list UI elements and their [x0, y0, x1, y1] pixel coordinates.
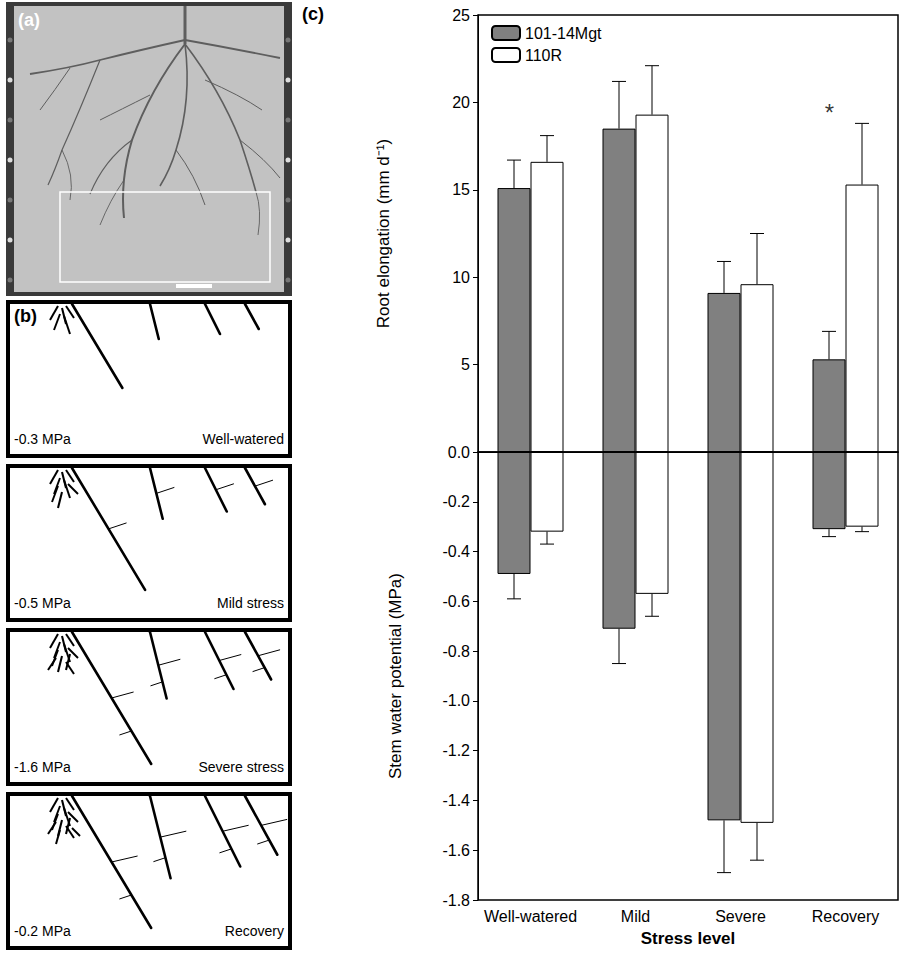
svg-text:20: 20	[452, 94, 470, 111]
svg-text:101-14Mgt: 101-14Mgt	[525, 25, 602, 42]
svg-text:(b): (b)	[14, 306, 37, 326]
svg-text:Severe: Severe	[715, 908, 766, 925]
svg-text:-1.6: -1.6	[442, 842, 470, 859]
svg-text:-0.5 MPa: -0.5 MPa	[14, 595, 71, 611]
svg-text:-0.2 MPa: -0.2 MPa	[14, 923, 71, 939]
svg-text:-1.8: -1.8	[442, 892, 470, 909]
svg-text:Stress level: Stress level	[641, 929, 736, 948]
svg-text:15: 15	[452, 181, 470, 198]
svg-text:-1.6 MPa: -1.6 MPa	[14, 759, 71, 775]
svg-text:*: *	[825, 99, 834, 126]
svg-text:0.0: 0.0	[448, 444, 470, 461]
svg-text:-0.6: -0.6	[442, 593, 470, 610]
svg-text:-0.4: -0.4	[442, 543, 470, 560]
svg-text:25: 25	[452, 7, 470, 24]
svg-text:5: 5	[461, 356, 470, 373]
svg-text:(a): (a)	[18, 10, 40, 30]
svg-text:Recovery: Recovery	[225, 923, 284, 939]
svg-text:10: 10	[452, 269, 470, 286]
svg-text:110R: 110R	[525, 47, 562, 64]
svg-text:Mild stress: Mild stress	[217, 595, 284, 611]
svg-text:-1.0: -1.0	[442, 692, 470, 709]
html-text:(c): (c)	[302, 4, 324, 24]
svg-text:-0.2: -0.2	[442, 493, 470, 510]
svg-text:Well-watered: Well-watered	[203, 431, 284, 447]
svg-text:Well-watered: Well-watered	[484, 908, 577, 925]
svg-text:Mild: Mild	[621, 908, 650, 925]
svg-text:-0.8: -0.8	[442, 643, 470, 660]
svg-text:-0.3 MPa: -0.3 MPa	[14, 431, 71, 447]
svg-text:Stem water potential (MPa): Stem water potential (MPa)	[386, 573, 405, 779]
svg-text:-1.2: -1.2	[442, 742, 470, 759]
svg-text:Severe stress: Severe stress	[198, 759, 284, 775]
svg-text:Root elongation (mm d⁻¹): Root elongation (mm d⁻¹)	[374, 139, 393, 328]
svg-text:Recovery: Recovery	[812, 908, 880, 925]
svg-text:-1.4: -1.4	[442, 792, 470, 809]
